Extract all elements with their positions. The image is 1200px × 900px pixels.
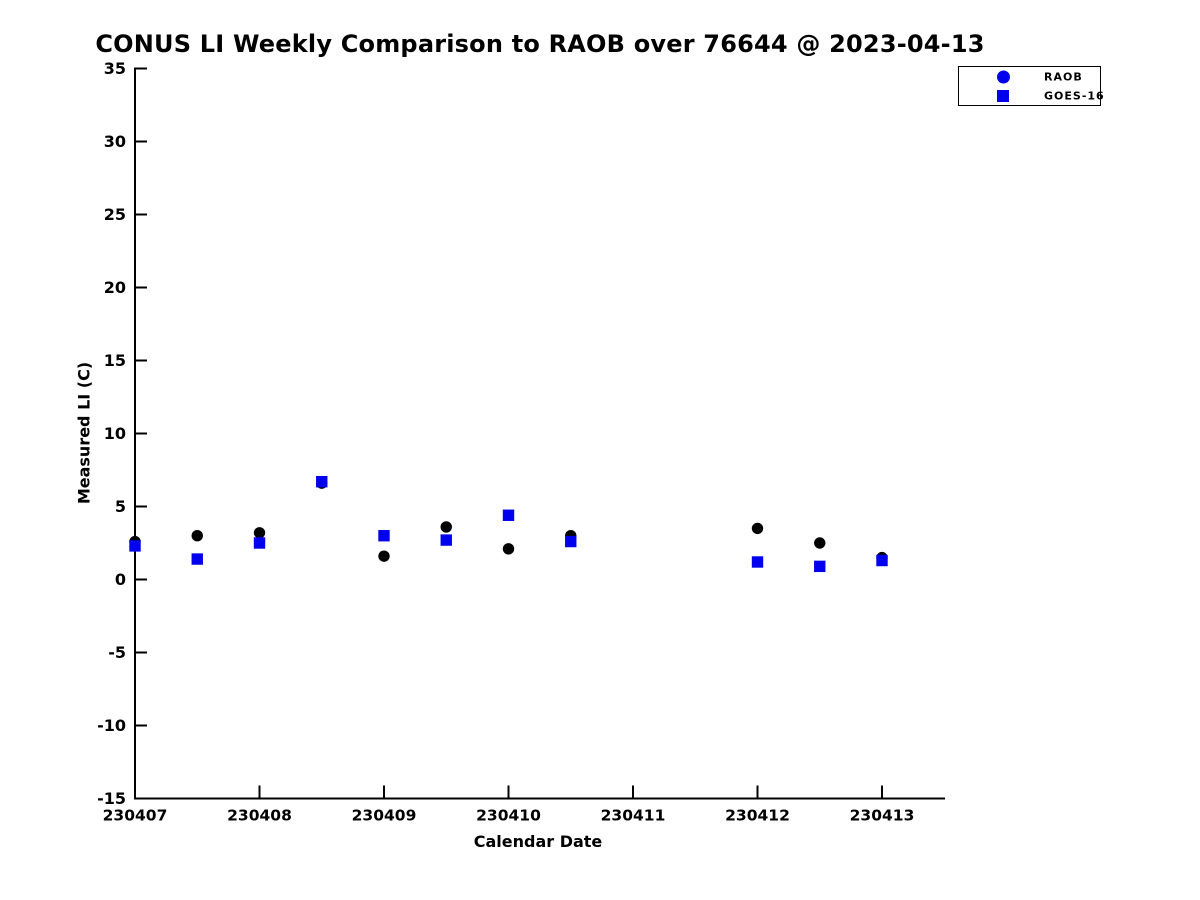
raob-point xyxy=(502,543,515,555)
x-tick-label: 230413 xyxy=(850,807,915,825)
legend: RAOB GOES-16 xyxy=(958,66,1104,106)
chart-title: CONUS LI Weekly Comparison to RAOB over … xyxy=(95,30,985,58)
goes16-point xyxy=(316,475,328,488)
y-tick-label: 0 xyxy=(115,570,126,589)
raob-point xyxy=(440,521,452,533)
y-tick-label: 15 xyxy=(104,351,126,370)
y-tick-label: -15 xyxy=(97,789,126,808)
x-tick-label: 230410 xyxy=(476,807,541,825)
y-tick-label: 20 xyxy=(104,278,126,297)
raob-point xyxy=(378,550,390,562)
legend-label-raob: RAOB xyxy=(1044,70,1083,83)
goes16-point xyxy=(502,509,515,521)
y-tick-label: -10 xyxy=(97,716,126,735)
raob-point xyxy=(751,522,764,535)
y-tick-label: 35 xyxy=(104,59,126,78)
goes16-point xyxy=(253,537,266,549)
x-axis-label: Calendar Date xyxy=(473,832,603,851)
y-tick-label: 10 xyxy=(104,424,126,443)
x-tick-label: 230407 xyxy=(103,807,168,825)
x-tick-label: 230409 xyxy=(352,807,417,825)
goes16-point xyxy=(565,535,577,548)
goes16-point xyxy=(814,560,826,573)
y-tick-label: 30 xyxy=(104,132,126,151)
legend-row-raob: RAOB xyxy=(959,67,1100,86)
raob-point xyxy=(191,530,203,542)
legend-row-goes16: GOES-16 xyxy=(959,86,1104,105)
y-tick-label: -5 xyxy=(108,643,126,662)
goes16-point xyxy=(440,534,452,546)
raob-point xyxy=(253,527,266,539)
goes16-point xyxy=(191,553,203,565)
goes16-point xyxy=(129,540,141,552)
goes16-point xyxy=(751,556,764,568)
raob-circle-icon xyxy=(997,70,1010,83)
goes16-point xyxy=(378,530,390,542)
y-tick-label: 5 xyxy=(115,497,126,516)
x-tick-label: 230412 xyxy=(725,807,790,825)
raob-point xyxy=(814,537,826,549)
x-tick-label: 230408 xyxy=(227,807,292,825)
legend-label-goes16: GOES-16 xyxy=(1044,89,1105,102)
y-tick-label: 25 xyxy=(104,205,126,224)
x-tick-label: 230411 xyxy=(601,807,666,825)
goes16-square-icon xyxy=(997,89,1009,102)
goes16-point xyxy=(876,554,888,567)
